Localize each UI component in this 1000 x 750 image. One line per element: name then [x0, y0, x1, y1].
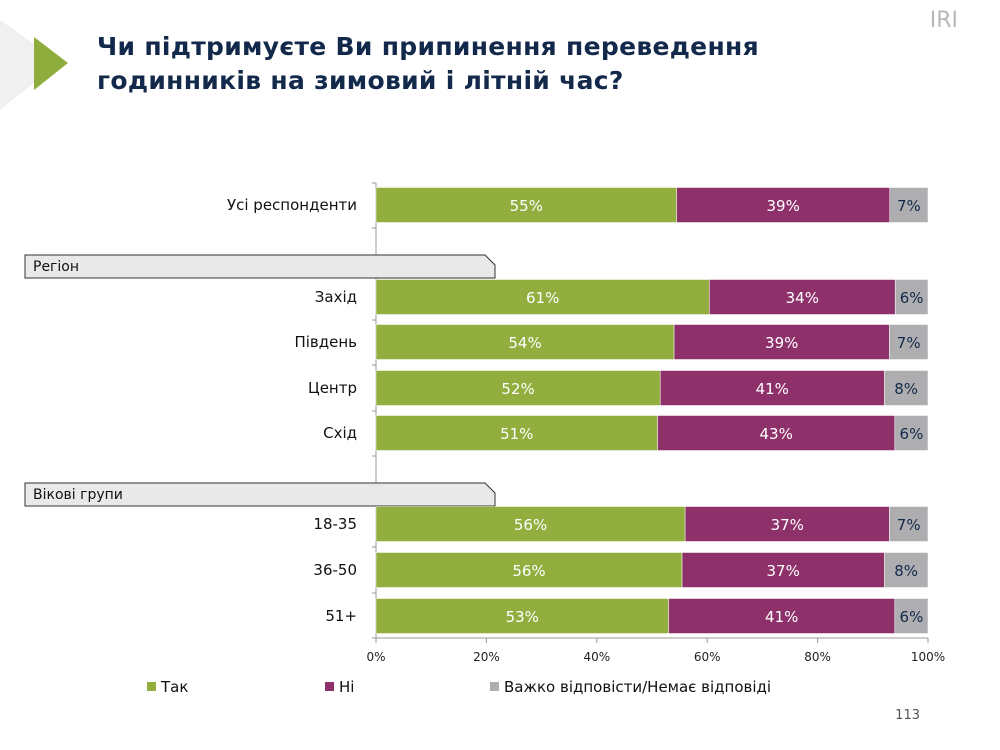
bar-segment-no [676, 187, 890, 223]
x-tick-label: 0% [366, 650, 385, 664]
bar-segment-yes [375, 552, 683, 588]
category-label: 18-35 [313, 515, 357, 533]
legend-label: Важко відповісти/Немає відповіді [504, 678, 771, 696]
data-label: 54% [508, 334, 541, 352]
data-label: 7% [897, 516, 921, 534]
data-label: 41% [756, 380, 789, 398]
legend-swatch [490, 682, 499, 691]
bar-segment-dk [894, 598, 929, 634]
bar-segment-no [681, 552, 885, 588]
category-label: Схід [323, 424, 357, 442]
title-line-2: годинників на зимовий і літній час? [97, 66, 624, 95]
data-label: 53% [506, 608, 539, 626]
bar-segment-yes [375, 415, 658, 451]
bar-segment-no [659, 370, 885, 406]
bar-segment-dk [889, 324, 929, 360]
legend-label: Ні [339, 678, 354, 696]
data-label: 7% [897, 334, 921, 352]
data-label: 56% [512, 562, 545, 580]
brand-logo: IRI [929, 8, 958, 33]
x-tick-label: 40% [583, 650, 610, 664]
group-header-label: Вікові групи [33, 487, 123, 503]
legend-swatch [147, 682, 156, 691]
data-label: 6% [900, 289, 924, 307]
category-label: 36-50 [313, 561, 357, 579]
bar-segment-yes [375, 324, 675, 360]
bar-segment-dk [889, 187, 929, 223]
data-label: 6% [900, 425, 924, 443]
corner-decoration [0, 0, 68, 110]
bar-segment-yes [375, 370, 661, 406]
category-label: Центр [308, 379, 357, 397]
category-label: Захід [315, 288, 357, 306]
data-label: 8% [894, 380, 918, 398]
x-tick-label: 20% [473, 650, 500, 664]
bar-segment-dk [894, 279, 929, 315]
data-label: 61% [526, 289, 559, 307]
page-number: 113 [895, 708, 920, 723]
bar-segment-no [673, 324, 890, 360]
x-tick-label: 60% [694, 650, 721, 664]
category-label: Усі респонденти [227, 196, 357, 214]
data-label: 51% [500, 425, 533, 443]
bar-segment-dk [884, 552, 929, 588]
bar-segment-no [684, 506, 890, 542]
page-title: Чи підтримуєте Ви припинення переведення… [97, 30, 759, 98]
bar-segment-dk [884, 370, 929, 406]
bar-segment-no [657, 415, 896, 451]
data-label: 6% [900, 608, 924, 626]
bar-segment-yes [375, 598, 669, 634]
data-label: 39% [766, 197, 799, 215]
data-label: 39% [765, 334, 798, 352]
legend-label: Так [160, 678, 188, 696]
group-header-box [24, 254, 496, 279]
data-label: 37% [766, 562, 799, 580]
data-label: 56% [514, 516, 547, 534]
triangle-bullet-icon [34, 37, 68, 90]
data-label: 8% [894, 562, 918, 580]
data-label: 41% [765, 608, 798, 626]
category-label: 51+ [325, 607, 357, 625]
legend-swatch [325, 682, 334, 691]
title-line-1: Чи підтримуєте Ви припинення переведення [97, 32, 759, 61]
bar-segment-no [709, 279, 896, 315]
bar-segment-yes [375, 506, 686, 542]
group-header-label: Регіон [33, 259, 79, 275]
data-label: 37% [771, 516, 804, 534]
bar-segment-yes [375, 187, 677, 223]
data-label: 34% [786, 289, 819, 307]
data-label: 55% [510, 197, 543, 215]
bar-segment-no [668, 598, 896, 634]
category-label: Південь [294, 333, 357, 351]
group-header-box [24, 482, 496, 507]
x-tick-label: 80% [804, 650, 831, 664]
data-label: 43% [760, 425, 793, 443]
data-label: 52% [501, 380, 534, 398]
bar-segment-dk [894, 415, 929, 451]
data-label: 7% [897, 197, 921, 215]
bar-segment-dk [889, 506, 929, 542]
x-tick-label: 100% [911, 650, 945, 664]
